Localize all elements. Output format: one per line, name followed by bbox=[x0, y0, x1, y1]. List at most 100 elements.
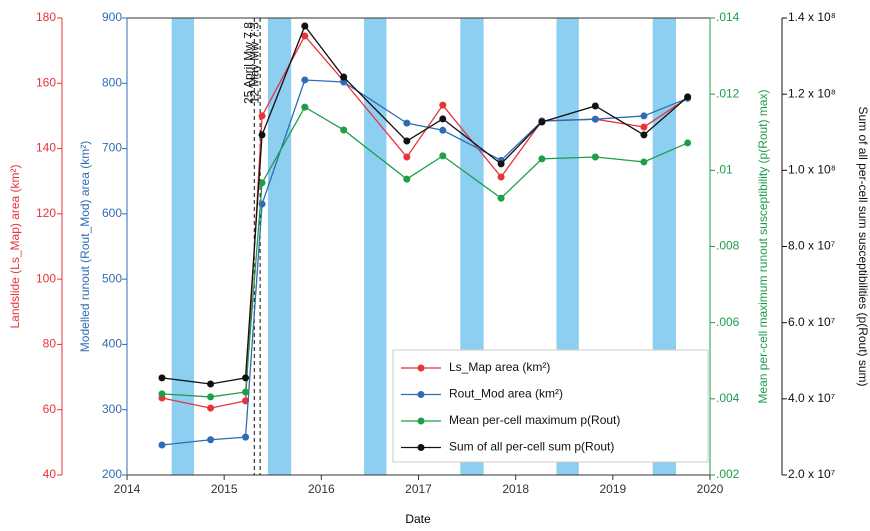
data-point bbox=[591, 153, 599, 161]
data-point bbox=[340, 126, 348, 134]
legend-marker bbox=[417, 417, 425, 425]
y-tick-label: 4.0 x 10⁷ bbox=[788, 391, 835, 405]
y-tick-label: 40 bbox=[43, 467, 57, 481]
data-point bbox=[242, 397, 250, 405]
y-tick-label: 160 bbox=[36, 75, 56, 89]
data-point bbox=[640, 123, 648, 131]
data-point bbox=[301, 76, 309, 84]
y-tick-label: 500 bbox=[102, 271, 122, 285]
data-point bbox=[340, 73, 348, 81]
data-point bbox=[591, 115, 599, 123]
shaded-period bbox=[267, 18, 292, 475]
data-point bbox=[439, 115, 447, 123]
data-point bbox=[207, 380, 215, 388]
y-tick-label: .012 bbox=[716, 86, 740, 100]
y-tick-label: .008 bbox=[716, 239, 740, 253]
data-point bbox=[258, 112, 266, 120]
y-axis-title: Mean per-cell maximum runout susceptibil… bbox=[756, 89, 770, 403]
data-point bbox=[439, 126, 447, 134]
data-point bbox=[403, 137, 411, 145]
y-tick-label: 400 bbox=[102, 337, 122, 351]
data-point bbox=[242, 388, 250, 396]
legend-box bbox=[392, 349, 709, 463]
x-tick-label: 2014 bbox=[114, 482, 141, 496]
data-point bbox=[538, 155, 546, 163]
data-point bbox=[684, 93, 692, 101]
x-tick-label: 2018 bbox=[502, 482, 529, 496]
data-point bbox=[497, 173, 505, 181]
legend-marker bbox=[417, 444, 425, 451]
y-tick-label: 700 bbox=[102, 141, 122, 155]
legend-marker bbox=[417, 364, 425, 372]
data-point bbox=[158, 374, 166, 382]
data-point bbox=[258, 131, 266, 139]
data-point bbox=[497, 194, 505, 202]
y-tick-label: 800 bbox=[102, 75, 122, 89]
y-tick-label: 6.0 x 10⁷ bbox=[788, 315, 835, 329]
data-point bbox=[301, 103, 309, 111]
y-axis-title: Landslide (Ls_Map) area (km²) bbox=[8, 164, 22, 328]
data-point bbox=[591, 102, 599, 110]
y-tick-label: 120 bbox=[36, 206, 56, 220]
x-tick-label: 2016 bbox=[308, 482, 335, 496]
y-tick-label: 140 bbox=[36, 141, 56, 155]
data-point bbox=[684, 139, 692, 147]
data-point bbox=[242, 433, 250, 441]
y-tick-label: 900 bbox=[102, 10, 122, 24]
y-tick-label: 2.0 x 10⁷ bbox=[788, 467, 835, 481]
data-point bbox=[497, 160, 505, 168]
x-tick-label: 2017 bbox=[405, 482, 432, 496]
y-tick-label: .01 bbox=[716, 163, 733, 177]
x-tick-label: 2019 bbox=[599, 482, 626, 496]
data-point bbox=[158, 441, 166, 449]
data-point bbox=[158, 390, 166, 398]
data-point bbox=[640, 112, 648, 120]
data-point bbox=[301, 32, 309, 40]
x-tick-label: 2020 bbox=[697, 482, 724, 496]
data-point bbox=[439, 152, 447, 160]
data-point bbox=[403, 119, 411, 127]
legend-marker bbox=[417, 391, 425, 398]
legend-label: Mean per-cell maximum p(Rout) bbox=[449, 413, 620, 427]
data-point bbox=[403, 153, 411, 161]
event-label: 12 May Mw 7.3 bbox=[247, 22, 261, 104]
data-point bbox=[242, 374, 250, 382]
y-tick-label: 180 bbox=[36, 10, 56, 24]
y-tick-label: 1.4 x 10⁸ bbox=[788, 10, 836, 24]
x-axis-title: Date bbox=[405, 512, 431, 526]
y-tick-label: 300 bbox=[102, 402, 122, 416]
y-axis-title: Sum of all per-cell sum susceptibilities… bbox=[856, 106, 870, 386]
y-tick-label: 80 bbox=[43, 337, 57, 351]
data-point bbox=[207, 436, 215, 444]
y-tick-label: .004 bbox=[716, 391, 740, 405]
y-tick-label: 60 bbox=[43, 402, 57, 416]
data-point bbox=[640, 131, 648, 139]
legend-label: Ls_Map area (km²) bbox=[449, 360, 550, 374]
legend-label: Rout_Mod area (km²) bbox=[449, 387, 563, 401]
y-tick-label: .006 bbox=[716, 315, 740, 329]
shaded-period bbox=[364, 18, 387, 475]
data-point bbox=[439, 101, 447, 109]
data-point bbox=[403, 175, 411, 183]
event-label: 25 April Mw 7.8 bbox=[241, 22, 255, 104]
data-point bbox=[207, 393, 215, 401]
data-point bbox=[340, 78, 348, 86]
y-axis-title: Modelled runout (Rout_Mod) area (km²) bbox=[78, 141, 92, 352]
y-tick-label: 100 bbox=[36, 271, 56, 285]
data-point bbox=[258, 179, 266, 187]
y-tick-label: 600 bbox=[102, 206, 122, 220]
data-point bbox=[207, 404, 215, 412]
y-tick-label: 200 bbox=[102, 467, 122, 481]
x-tick-label: 2015 bbox=[211, 482, 238, 496]
y-tick-label: 1.0 x 10⁸ bbox=[788, 163, 836, 177]
data-point bbox=[538, 118, 546, 126]
data-point bbox=[640, 158, 648, 166]
y-tick-label: .002 bbox=[716, 467, 740, 481]
shaded-period bbox=[171, 18, 195, 475]
legend-label: Sum of all per-cell sum p(Rout) bbox=[449, 440, 614, 454]
y-tick-label: .014 bbox=[716, 10, 740, 24]
y-tick-label: 1.2 x 10⁸ bbox=[788, 86, 836, 100]
data-point bbox=[301, 22, 309, 30]
y-tick-label: 8.0 x 10⁷ bbox=[788, 239, 835, 253]
